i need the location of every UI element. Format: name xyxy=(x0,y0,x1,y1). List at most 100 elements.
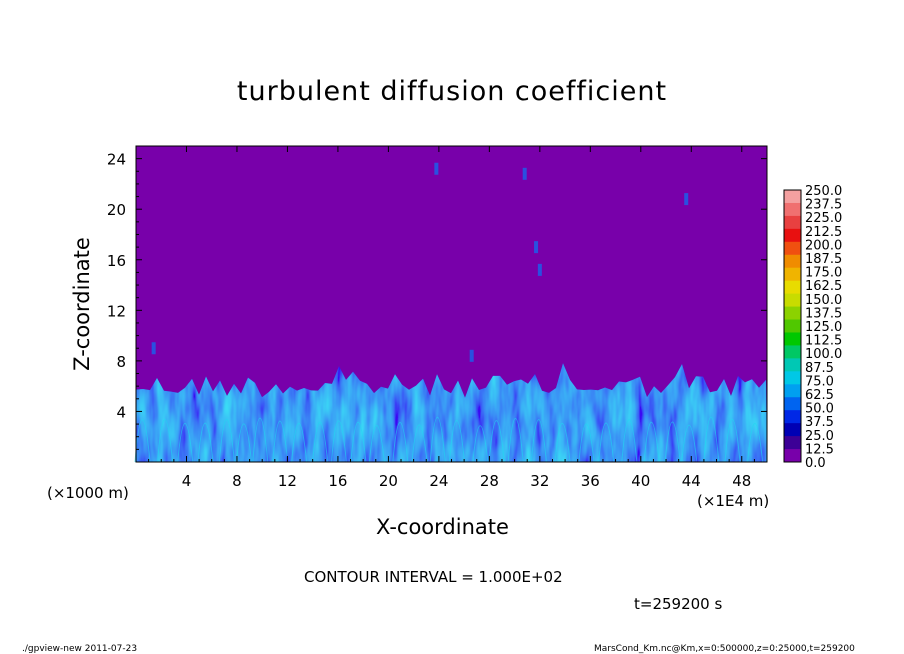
y-tick-label: 4 xyxy=(116,403,126,421)
convective-cell xyxy=(681,424,698,463)
colorbar-label: 250.0 xyxy=(805,184,842,199)
colorbar-label: 200.0 xyxy=(805,238,842,253)
y-axis-unit: (×1000 m) xyxy=(47,484,129,502)
convective-cell xyxy=(330,420,347,463)
colorbar-label: 150.0 xyxy=(805,293,842,308)
colorbar: 250.0237.5225.0212.5200.0187.5175.0162.5… xyxy=(783,184,842,471)
convective-cell xyxy=(621,419,638,463)
x-tick-label: 40 xyxy=(631,472,650,490)
colorbar-label: 62.5 xyxy=(805,388,834,403)
convective-cell xyxy=(703,416,720,463)
time-text: t=259200 s xyxy=(634,595,723,613)
contour-interval-text: CONTOUR INTERVAL = 1.000E+02 xyxy=(304,568,563,586)
plume-feature xyxy=(151,342,156,355)
colorbar-swatch xyxy=(784,241,801,256)
colorbar-label: 162.5 xyxy=(805,279,842,294)
colorbar-label: 237.5 xyxy=(805,198,842,213)
x-tick-label: 4 xyxy=(182,472,192,490)
colorbar-swatch xyxy=(784,384,801,398)
x-axis-unit: (×1E4 m) xyxy=(697,492,770,510)
colorbar-label: 37.5 xyxy=(805,415,834,430)
convective-cell xyxy=(429,416,446,463)
plot-area xyxy=(134,145,768,463)
colorbar-label: 137.5 xyxy=(805,306,842,321)
convective-cell xyxy=(157,419,174,463)
colorbar-swatch xyxy=(784,254,801,269)
colorbar-label: 125.0 xyxy=(805,320,842,335)
x-axis-label: X-coordinate xyxy=(376,515,509,539)
colorbar-label: 50.0 xyxy=(805,402,834,417)
convective-cell xyxy=(488,420,505,463)
convective-cell xyxy=(507,417,524,463)
convective-cell xyxy=(530,419,547,463)
convective-cell xyxy=(724,419,741,463)
convective-cell xyxy=(554,423,571,463)
y-axis-label: Z-coordinate xyxy=(70,237,94,371)
convective-cell xyxy=(578,423,595,463)
convective-cell xyxy=(177,423,194,463)
convective-cell xyxy=(368,425,385,463)
convective-cell xyxy=(747,423,764,463)
x-tick-label: 44 xyxy=(682,472,701,490)
plume-feature xyxy=(522,167,527,180)
colorbar-swatch xyxy=(784,215,801,230)
colorbar-swatch xyxy=(784,293,801,308)
footer-left: ./gpview-new 2011-07-23 xyxy=(22,644,138,654)
plume-feature xyxy=(537,263,542,276)
turbulent-layer xyxy=(134,363,767,463)
colorbar-swatch xyxy=(784,397,801,411)
colorbar-swatch xyxy=(784,280,801,295)
colorbar-label: 187.5 xyxy=(805,252,842,267)
y-tick-label: 20 xyxy=(107,201,126,219)
colorbar-swatch xyxy=(784,371,801,385)
colorbar-label: 0.0 xyxy=(805,456,826,471)
x-tick-label: 32 xyxy=(530,472,549,490)
x-tick-label: 20 xyxy=(379,472,398,490)
convective-cell xyxy=(643,422,660,463)
colorbar-label: 212.5 xyxy=(805,225,842,240)
x-axis-ticks: 4 8 12 16 20 24 28 32 36 40 44 48 xyxy=(148,146,755,490)
x-tick-label: 8 xyxy=(232,472,242,490)
colorbar-swatch xyxy=(784,423,801,437)
x-tick-label: 28 xyxy=(480,472,499,490)
colorbar-label: 100.0 xyxy=(805,347,842,362)
colorbar-frame xyxy=(783,189,802,463)
colorbar-swatch xyxy=(784,202,801,217)
y-tick-label: 8 xyxy=(116,353,126,371)
x-tick-label: 16 xyxy=(328,472,347,490)
colorbar-swatch xyxy=(784,358,801,372)
convective-cell xyxy=(272,420,289,463)
convective-cell xyxy=(218,419,235,463)
x-tick-label: 24 xyxy=(429,472,448,490)
colorbar-swatch xyxy=(784,436,801,450)
colorbar-label: 12.5 xyxy=(805,442,834,457)
convective-cell xyxy=(312,421,329,463)
colorbar-label: 175.0 xyxy=(805,266,842,281)
turbulent-layer-texture xyxy=(136,363,767,462)
convective-cell xyxy=(472,425,489,463)
colorbar-swatch xyxy=(784,319,801,333)
footer-right: MarsCond_Km.nc@Km,x=0:500000,z=0:25000,t… xyxy=(594,644,855,654)
convective-cell xyxy=(664,421,681,463)
convective-cell xyxy=(392,422,409,463)
plot-marks xyxy=(151,162,689,362)
colorbar-swatch xyxy=(784,190,801,204)
colorbar-label: 75.0 xyxy=(805,374,834,389)
y-tick-label: 12 xyxy=(107,302,126,320)
colorbar-swatch xyxy=(784,267,801,282)
convective-cell xyxy=(448,420,465,463)
colorbar-swatch xyxy=(784,228,801,243)
colorbar-swatch xyxy=(784,449,801,463)
colorbar-swatch xyxy=(784,306,801,321)
plume-feature xyxy=(434,162,439,175)
x-tick-label: 48 xyxy=(732,472,751,490)
x-tick-label: 12 xyxy=(278,472,297,490)
colorbar-swatch xyxy=(784,410,801,424)
colorbar-swatch xyxy=(784,345,801,359)
plume-feature xyxy=(684,193,689,206)
convective-cell xyxy=(598,422,615,463)
plume-feature xyxy=(469,349,474,362)
convective-cell xyxy=(252,417,269,463)
x-tick-label: 36 xyxy=(581,472,600,490)
